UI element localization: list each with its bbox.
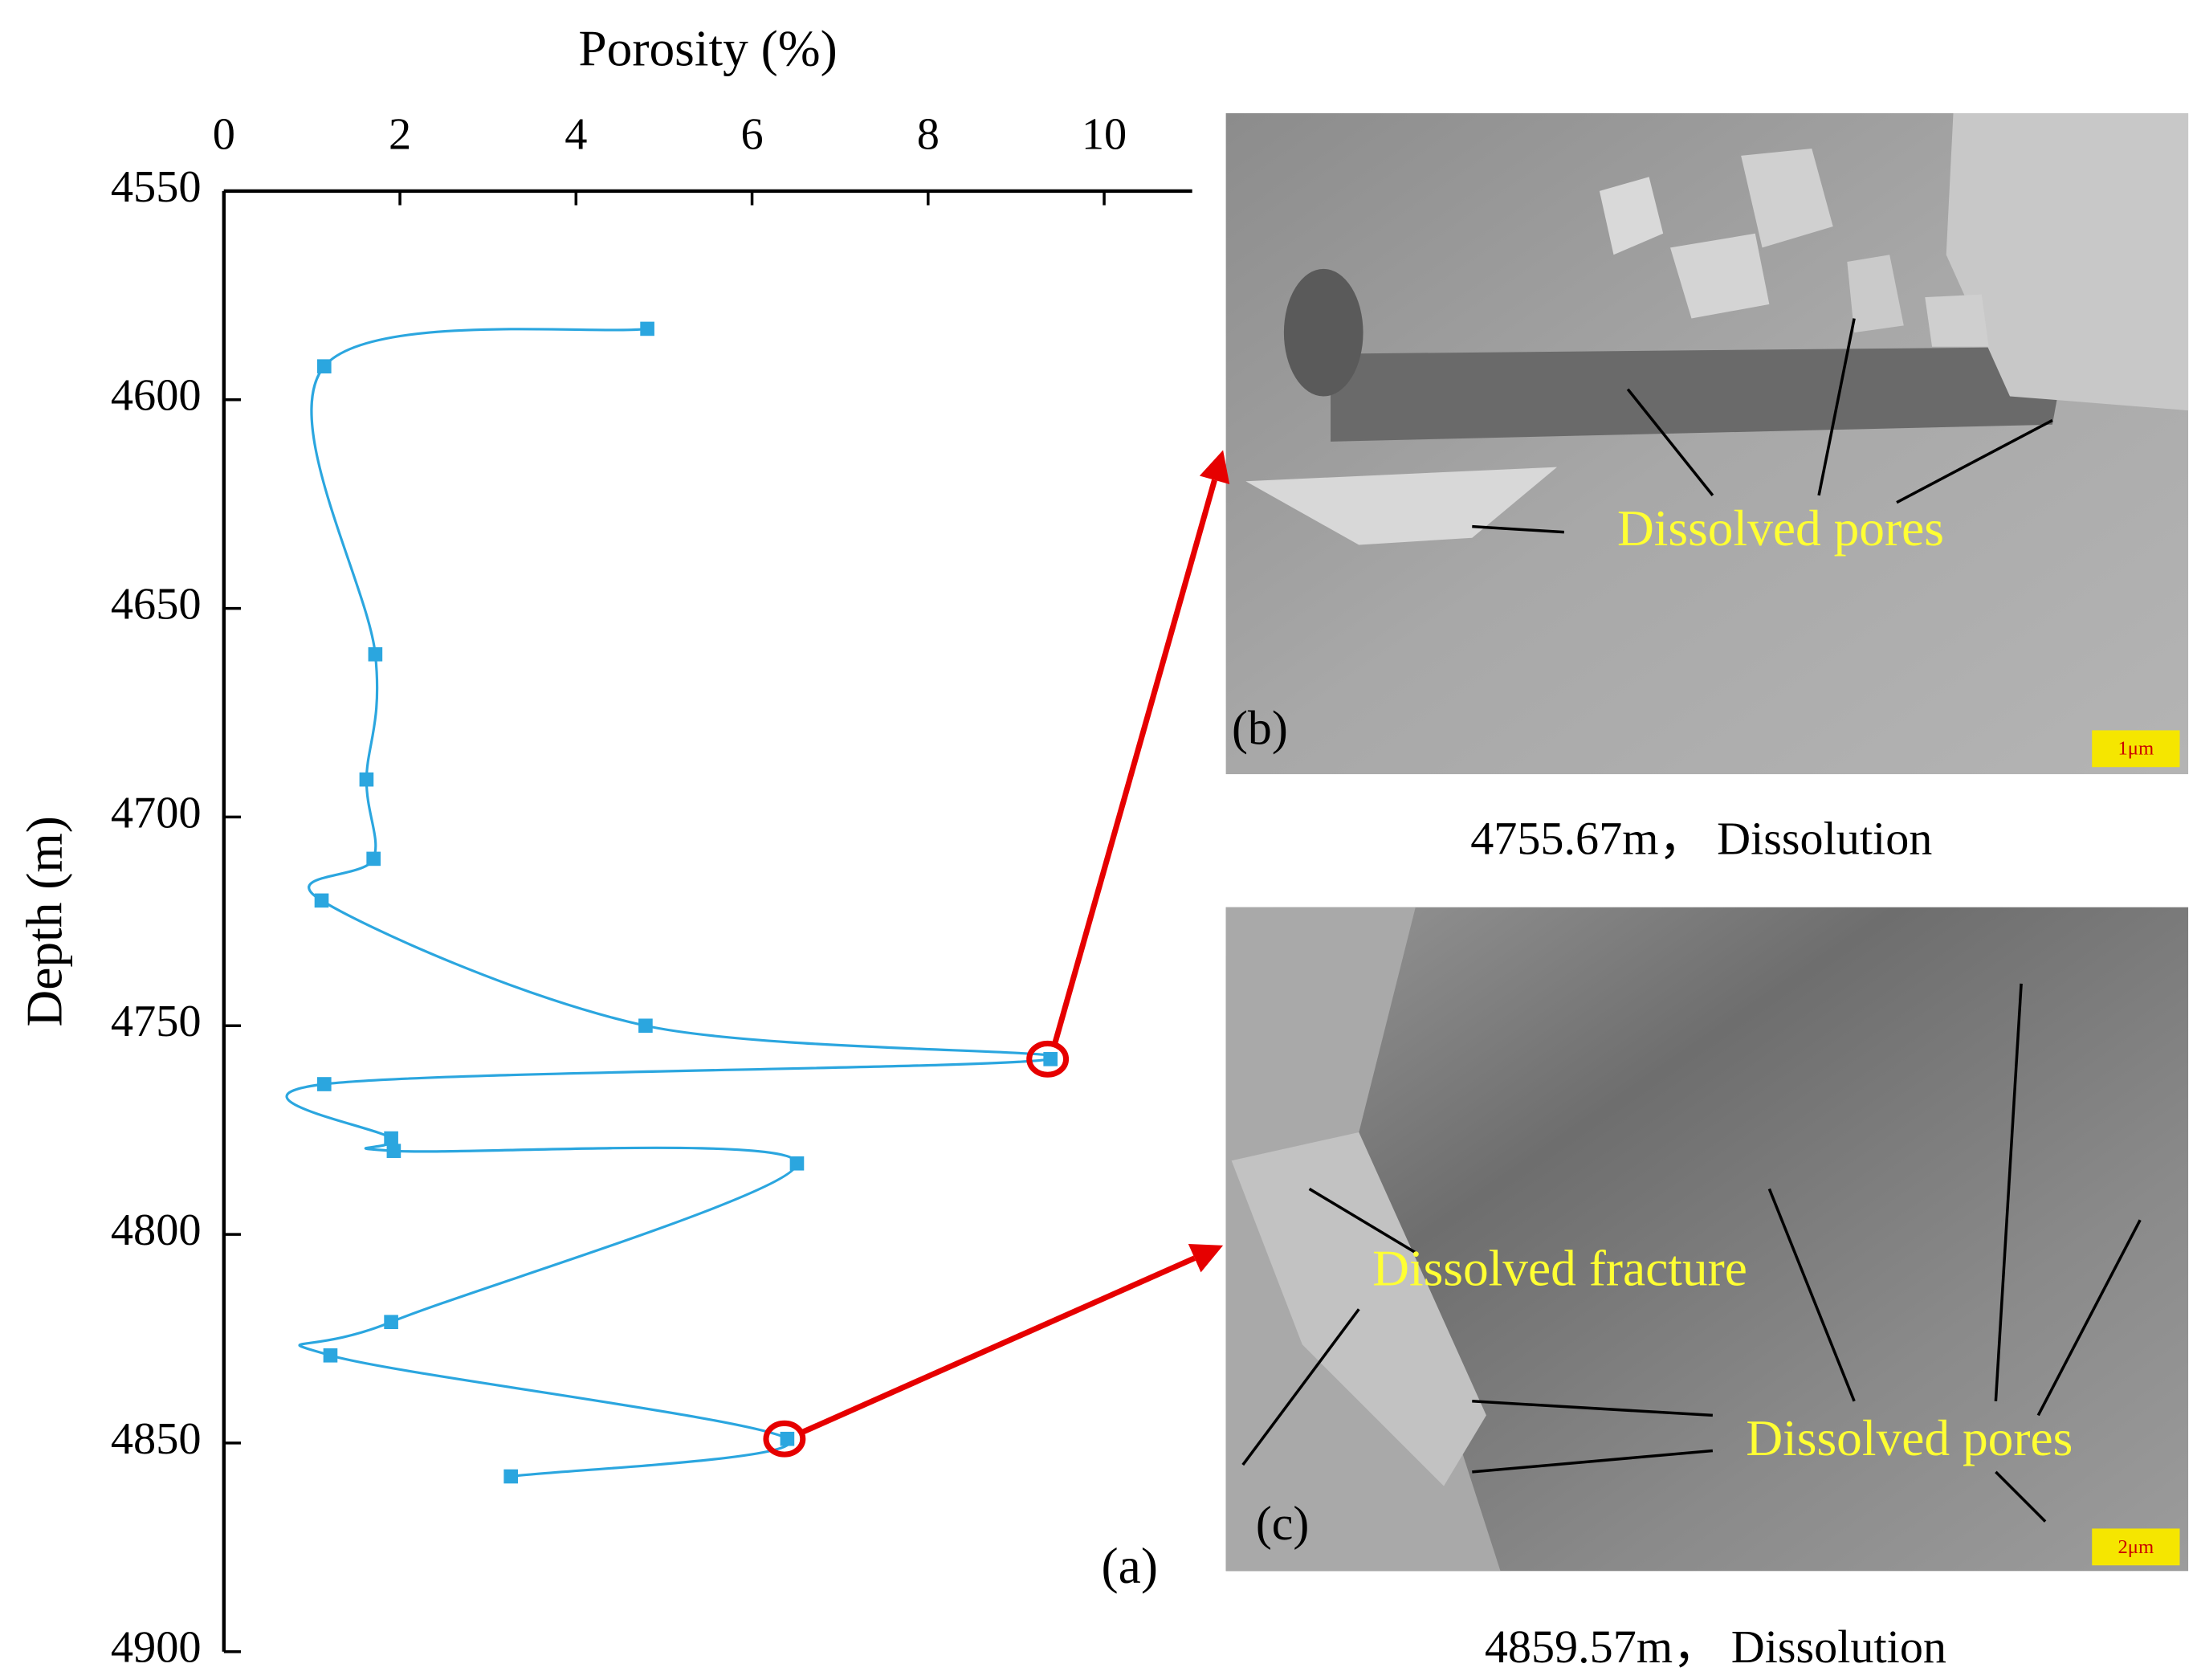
point xyxy=(368,646,383,662)
point xyxy=(640,321,654,336)
caption: 4859.57m， Dissolution xyxy=(1485,1621,1946,1673)
x-tick-label: 8 xyxy=(917,110,940,160)
x-tick-label: 6 xyxy=(740,110,763,160)
point xyxy=(316,359,332,373)
annotation: Dissolved pores xyxy=(1617,500,1944,557)
panel-label: (c) xyxy=(1256,1497,1309,1550)
sem-image-b xyxy=(1225,112,2189,775)
arrow-head xyxy=(1199,450,1230,485)
y-tick-label: 4850 xyxy=(111,1414,202,1464)
y-tick-label: 4750 xyxy=(111,997,202,1046)
annotation: Dissolved fracture xyxy=(1372,1240,1747,1297)
y-axis-title: Depth (m) xyxy=(16,816,73,1026)
point xyxy=(384,1315,398,1330)
annotation: Dissolved pores xyxy=(1746,1409,2073,1466)
y-tick-label: 4650 xyxy=(111,580,202,630)
point xyxy=(323,1348,338,1363)
series-line xyxy=(285,327,1058,1478)
point xyxy=(1043,1052,1058,1066)
point xyxy=(359,772,374,787)
point xyxy=(366,851,381,867)
scale-bar: 2μm xyxy=(2118,1536,2154,1558)
y-tick-label: 4600 xyxy=(111,371,202,421)
x-tick-label: 10 xyxy=(1082,110,1127,160)
x-tick-label: 4 xyxy=(565,110,587,160)
point xyxy=(386,1144,401,1158)
y-tick-label: 4900 xyxy=(111,1623,202,1673)
x-tick-label: 2 xyxy=(389,110,411,160)
panel-label: (a) xyxy=(1102,1537,1158,1594)
point xyxy=(503,1469,519,1484)
arrow xyxy=(1052,479,1217,1044)
highlight xyxy=(763,1420,806,1458)
caption: 4755.67m， Dissolution xyxy=(1470,813,1932,865)
arrow-head xyxy=(1188,1243,1224,1273)
panel-label: (b) xyxy=(1232,702,1288,755)
point xyxy=(316,1077,332,1091)
point xyxy=(314,893,329,908)
x-tick-label: 0 xyxy=(213,110,235,160)
point xyxy=(780,1431,795,1446)
point xyxy=(789,1156,805,1171)
point xyxy=(384,1131,398,1146)
highlight xyxy=(1026,1040,1070,1078)
scale-bar: 1μm xyxy=(2118,738,2154,760)
sem-image-c xyxy=(1225,907,2189,1572)
x-axis-title: Porosity (%) xyxy=(578,20,837,77)
y-tick-label: 4700 xyxy=(111,788,202,838)
y-tick-label: 4800 xyxy=(111,1205,202,1255)
point xyxy=(638,1018,653,1034)
arrow xyxy=(801,1255,1196,1435)
y-tick-label: 4550 xyxy=(111,162,202,212)
